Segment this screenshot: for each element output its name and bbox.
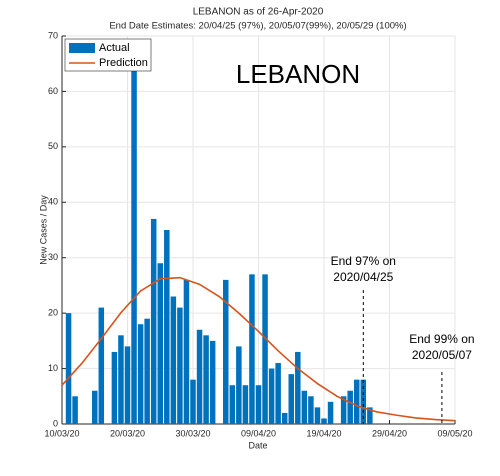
bar [268, 368, 275, 424]
legend-label: Actual [99, 42, 130, 54]
bar [262, 274, 268, 424]
bar [111, 351, 118, 424]
bar [347, 390, 353, 424]
bar [203, 335, 209, 424]
bar [177, 307, 183, 424]
y-axis-label: New Cases / Day [38, 195, 48, 265]
bar [353, 379, 360, 424]
bar [170, 296, 177, 424]
bar [91, 390, 98, 424]
bar [222, 279, 229, 424]
bar [164, 230, 170, 424]
bar [72, 396, 78, 424]
legend-swatch [69, 43, 95, 53]
annotation: 2020/04/25 [333, 270, 393, 284]
bar [229, 385, 236, 424]
x-axis-label: Date [248, 440, 267, 450]
bar [327, 401, 334, 424]
bar [249, 274, 255, 424]
bar [288, 374, 295, 424]
bar [157, 263, 164, 424]
x-tick-label: 29/04/20 [372, 428, 407, 438]
x-tick-label: 10/03/20 [44, 428, 79, 438]
bar [196, 329, 203, 424]
country-label: LEBANON [236, 59, 360, 89]
bar [209, 340, 216, 424]
legend-label: Prediction [99, 57, 148, 69]
bar [236, 346, 242, 424]
bar [65, 313, 72, 424]
x-tick-label: 09/04/20 [241, 428, 276, 438]
bar [295, 351, 301, 424]
y-tick-label: 20 [48, 308, 58, 318]
bar [301, 390, 308, 424]
y-tick-label: 40 [48, 197, 58, 207]
bar [367, 407, 373, 424]
x-tick-label: 30/03/20 [175, 428, 210, 438]
bar [321, 418, 327, 424]
annotation: 2020/05/07 [412, 348, 472, 362]
chart-title: LEBANON as of 26-Apr-2020 [193, 7, 324, 18]
bar [242, 385, 249, 424]
chart-subtitle: End Date Estimates: 20/04/25 (97%), 20/0… [109, 21, 406, 32]
bar [360, 379, 367, 424]
bar [118, 335, 124, 424]
bar [190, 379, 196, 424]
x-tick-label: 20/03/20 [110, 428, 145, 438]
bar [308, 396, 314, 424]
x-tick-label: 19/04/20 [306, 428, 341, 438]
bar [137, 324, 144, 424]
x-tick-label: 09/05/20 [437, 428, 472, 438]
y-tick-label: 30 [48, 252, 58, 262]
bar [340, 396, 347, 424]
bar [144, 318, 150, 424]
bar [255, 385, 262, 424]
y-tick-label: 0 [53, 418, 58, 428]
bar [281, 412, 288, 424]
annotation: End 99% on [409, 332, 474, 346]
bar [275, 363, 281, 424]
y-tick-label: 50 [48, 141, 58, 151]
bar [98, 307, 105, 424]
bar [183, 279, 190, 424]
y-tick-label: 60 [48, 86, 58, 96]
bar [124, 346, 131, 424]
y-tick-label: 10 [48, 363, 58, 373]
bar [150, 218, 157, 424]
line [61, 276, 456, 422]
bar [314, 407, 321, 424]
annotation: End 97% on [331, 254, 396, 268]
y-tick-label: 70 [48, 30, 58, 40]
bar [131, 69, 137, 424]
